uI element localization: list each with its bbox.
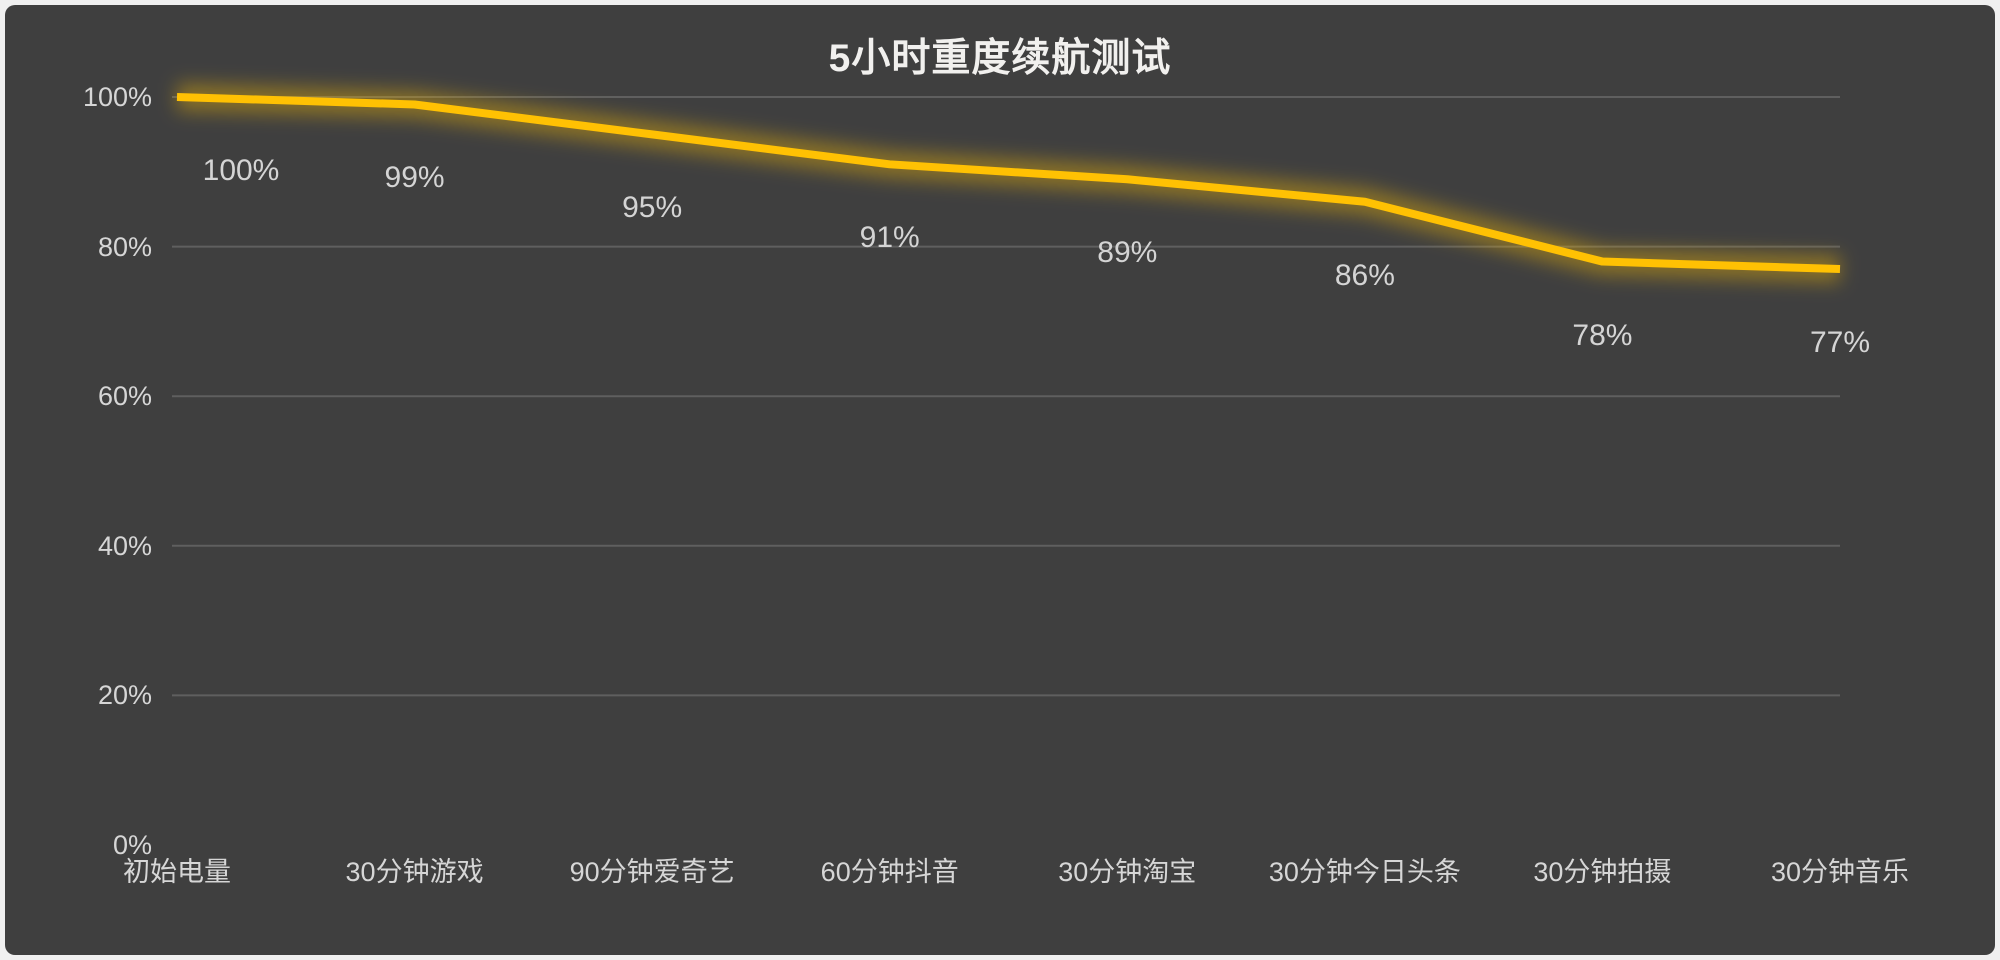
x-category-label: 30分钟拍摄 <box>1533 857 1672 887</box>
data-point-label: 77% <box>1809 326 1871 360</box>
x-category-label: 90分钟爱奇艺 <box>569 857 735 887</box>
y-tick-label: 60% <box>97 381 152 412</box>
chart-title: 5小时重度续航测试 <box>828 37 1172 80</box>
x-category-label: 初始电量 <box>123 857 231 887</box>
data-point-label: 100% <box>202 154 280 187</box>
x-category-label: 30分钟今日头条 <box>1268 857 1461 887</box>
y-tick-label: 40% <box>97 530 152 561</box>
data-point-label: 91% <box>859 221 920 255</box>
x-category-label: 60分钟抖音 <box>820 857 959 887</box>
gridlines-group <box>172 96 1840 697</box>
y-tick-label: 20% <box>97 680 152 711</box>
series-line <box>176 93 1841 274</box>
battery-endurance-chart: 5小时重度续航测试 0% 20% 40% 60% 80% 100% 初始电量 30分钟游戏 9… <box>5 5 1995 955</box>
y-tick-label: 0% <box>112 830 152 860</box>
line-plot-canvas <box>172 83 1841 697</box>
data-point-label: 99% <box>384 161 445 195</box>
data-point-label: 86% <box>1334 258 1395 292</box>
y-tick-label: 100% <box>82 82 152 112</box>
data-point-label: 95% <box>622 191 683 225</box>
series-group <box>176 83 1841 284</box>
data-point-label: 89% <box>1097 236 1158 270</box>
y-tick-label: 80% <box>97 231 152 262</box>
x-category-label: 30分钟游戏 <box>345 857 484 887</box>
x-category-label: 30分钟音乐 <box>1770 857 1910 887</box>
data-point-label: 78% <box>1572 318 1633 352</box>
x-category-label: 30分钟淘宝 <box>1058 857 1197 887</box>
